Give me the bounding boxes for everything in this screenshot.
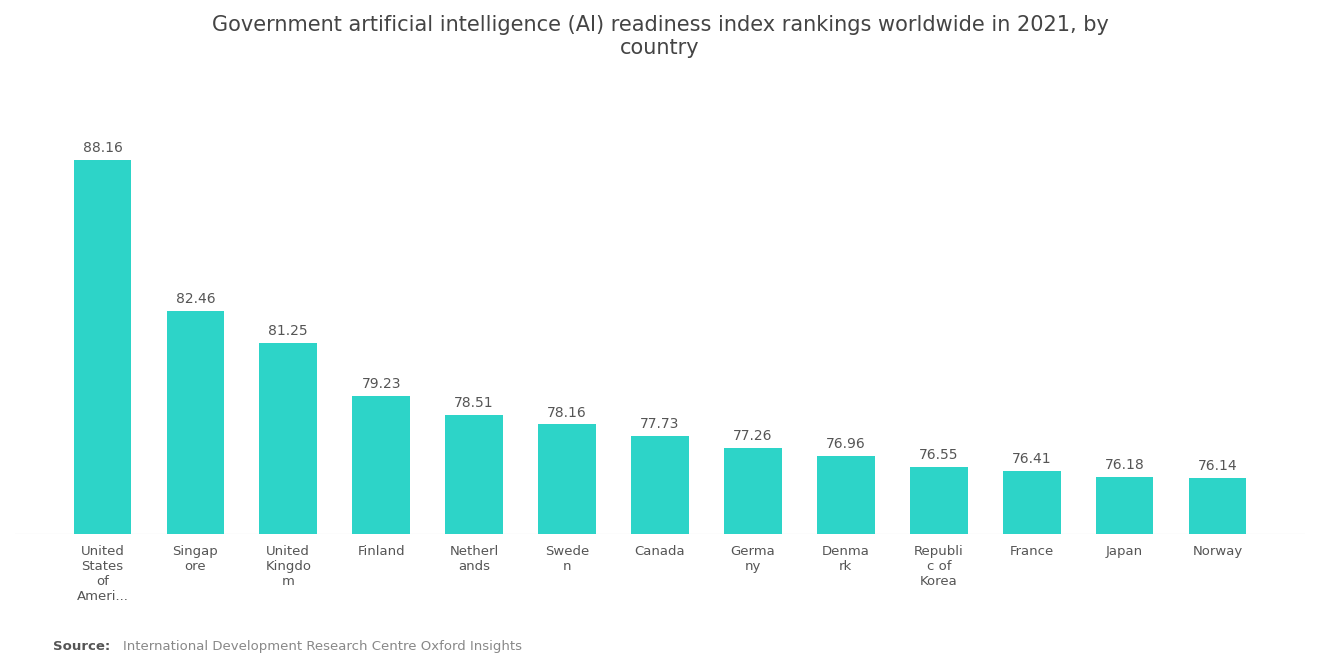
Text: 77.73: 77.73 <box>640 417 680 431</box>
Text: 76.14: 76.14 <box>1197 459 1237 473</box>
Bar <box>352 396 411 535</box>
Text: 78.16: 78.16 <box>548 406 587 420</box>
Bar <box>1189 477 1246 535</box>
Bar <box>539 424 595 535</box>
Bar <box>631 436 689 535</box>
Bar <box>817 456 875 535</box>
Bar <box>445 415 503 535</box>
Text: 76.96: 76.96 <box>826 438 866 452</box>
Text: 76.18: 76.18 <box>1105 458 1144 472</box>
Bar <box>1003 471 1060 535</box>
Text: International Development Research Centre Oxford Insights: International Development Research Centr… <box>123 640 521 653</box>
Bar <box>74 160 131 535</box>
Text: Source:: Source: <box>53 640 110 653</box>
Text: 76.55: 76.55 <box>919 448 958 462</box>
Text: 77.26: 77.26 <box>733 430 772 444</box>
Bar <box>1096 477 1154 535</box>
Text: 76.41: 76.41 <box>1012 452 1052 466</box>
Text: 81.25: 81.25 <box>268 324 308 338</box>
Bar <box>260 342 317 535</box>
Bar <box>725 448 781 535</box>
Text: 82.46: 82.46 <box>176 292 215 306</box>
Text: 88.16: 88.16 <box>83 141 123 155</box>
Text: 78.51: 78.51 <box>454 396 494 410</box>
Bar <box>166 311 224 535</box>
Title: Government artificial intelligence (AI) readiness index rankings worldwide in 20: Government artificial intelligence (AI) … <box>211 15 1109 59</box>
Bar <box>909 467 968 535</box>
Text: 79.23: 79.23 <box>362 377 401 391</box>
